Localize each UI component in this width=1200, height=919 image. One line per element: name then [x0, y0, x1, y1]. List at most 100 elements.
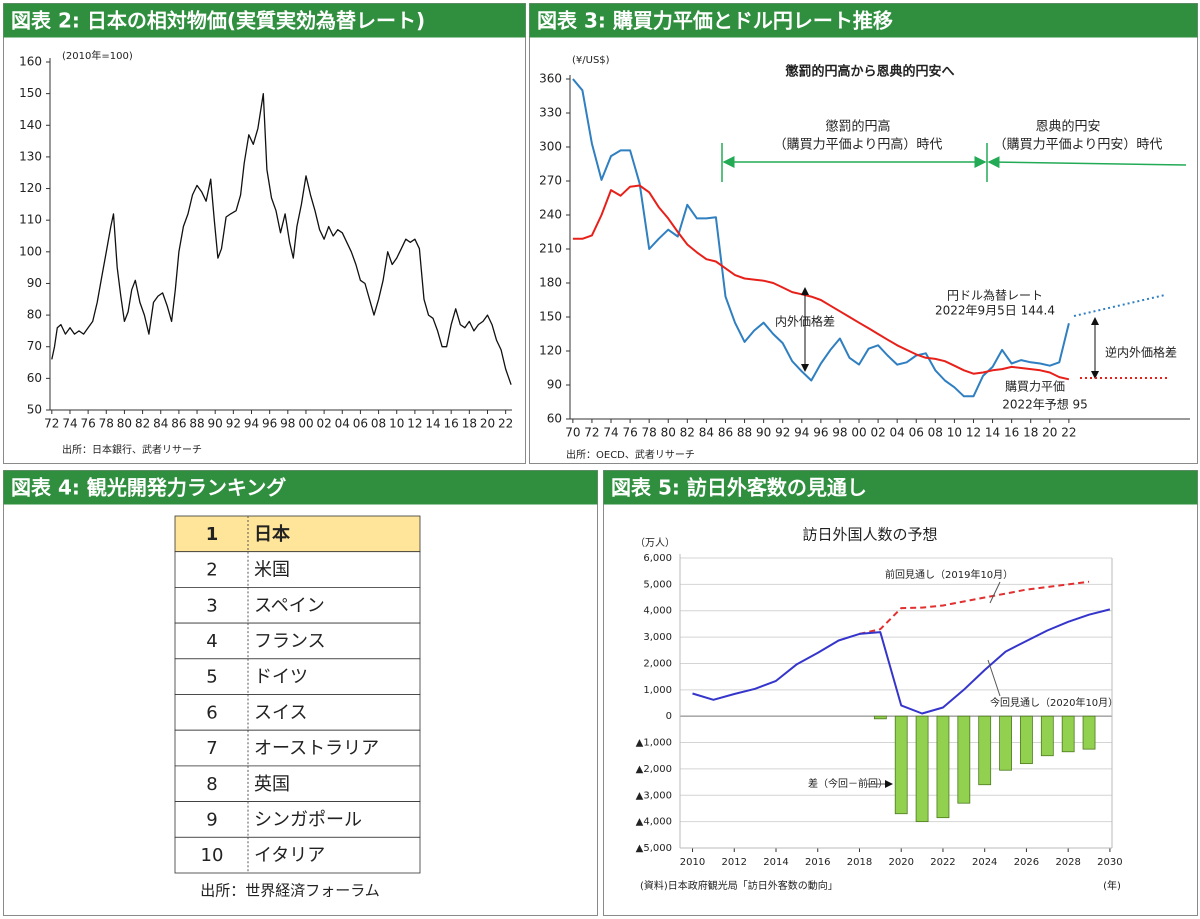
x-tick-label: 84 — [699, 426, 714, 440]
annotation: 懲罰的円高 — [825, 119, 890, 135]
source: 出所：OECD、武者リサーチ — [566, 448, 695, 461]
y-tick-label: 0 — [666, 711, 672, 722]
x-tick-label: 92 — [226, 417, 241, 431]
y-tick-label: 60 — [547, 412, 562, 426]
bar — [978, 715, 992, 786]
x-tick-label: 78 — [99, 417, 114, 431]
table-row — [174, 836, 421, 874]
x-tick-label: 12 — [966, 426, 981, 440]
x-tick-label: 88 — [189, 417, 204, 431]
x-tick-label: 2014 — [763, 857, 788, 868]
series-label: 今回見通し（2020年10月） — [990, 696, 1118, 709]
y-tick-label: 180 — [539, 276, 562, 290]
country-name: オーストラリア — [254, 738, 379, 759]
country-name: 英国 — [254, 774, 290, 795]
bar — [957, 715, 971, 804]
y-tick-label: 6,000 — [643, 553, 672, 564]
x-tick-label: 2028 — [1055, 857, 1080, 868]
panel — [603, 470, 1198, 916]
x-tick-label: 14 — [985, 426, 1000, 440]
x-tick-label: 98 — [280, 417, 295, 431]
annotation: (2010年=100) — [62, 49, 133, 62]
x-tick-label: 08 — [928, 426, 943, 440]
x-tick-label: 96 — [813, 426, 828, 440]
series-line — [572, 184, 1070, 381]
bar — [1040, 715, 1054, 757]
x-tick-label: 74 — [62, 417, 77, 431]
table-row — [174, 587, 421, 624]
rank-number: 4 — [206, 631, 217, 652]
table-row — [174, 622, 421, 660]
y-tick-label: 150 — [19, 86, 42, 100]
panel-heading: 図表 3: 購買力平価とドル円レート推移 — [537, 9, 893, 33]
x-tick-label: 16 — [1004, 426, 1019, 440]
x-tick-label: 02 — [316, 417, 331, 431]
x-tick-label: 2016 — [805, 857, 830, 868]
panel-header — [529, 3, 1198, 38]
table-row — [174, 765, 421, 803]
x-tick-label: 96 — [262, 417, 277, 431]
annotation: 恩典的円安 — [1035, 119, 1100, 135]
x-tick-label: 80 — [117, 417, 132, 431]
x-tick-label: 84 — [153, 417, 168, 431]
y-tick-label: 360 — [539, 72, 562, 86]
x-tick-label: 2022 — [930, 857, 955, 868]
series-label: 前回見通し（2019年10月） — [885, 568, 1013, 581]
series-line — [859, 580, 1090, 635]
bar — [936, 715, 950, 819]
panel — [3, 3, 526, 464]
country-name: 米国 — [254, 560, 290, 581]
bar — [894, 715, 908, 815]
x-tick-label: 12 — [407, 417, 422, 431]
y-tick-label: ▲4,000 — [636, 817, 672, 828]
y-tick-label: 60 — [27, 371, 42, 385]
x-tick-label: 82 — [680, 426, 695, 440]
y-tick-label: 150 — [539, 310, 562, 324]
y-tick-label: 90 — [547, 378, 562, 392]
x-tick-label: 2018 — [847, 857, 872, 868]
y-tick-label: 300 — [539, 140, 562, 154]
x-tick-label: 72 — [44, 417, 59, 431]
x-tick-label: 10 — [389, 417, 404, 431]
rank-number: 3 — [206, 595, 217, 616]
y-tick-label: 2,000 — [643, 658, 672, 669]
annotation: 2022年予想 95 — [1002, 397, 1088, 412]
y-tick-label: 120 — [539, 344, 562, 358]
y-tick-label: 100 — [19, 244, 42, 258]
panel-header — [603, 470, 1198, 505]
y-tick-label: 130 — [19, 149, 42, 163]
y-tick-label: 90 — [27, 276, 42, 290]
y-tick-label: ▲1,000 — [636, 738, 672, 749]
x-tick-label: 20 — [480, 417, 495, 431]
table-row — [174, 694, 421, 731]
y-tick-label: 330 — [539, 106, 562, 120]
x-tick-label: 2026 — [1014, 857, 1039, 868]
y-tick-label: ▲2,000 — [636, 764, 672, 775]
y-tick-label: 160 — [19, 55, 42, 69]
x-tick-label: 88 — [737, 426, 752, 440]
bar — [873, 715, 887, 720]
x-tick-label: 72 — [584, 426, 599, 440]
x-tick-label: 00 — [851, 426, 866, 440]
rank-number: 7 — [206, 738, 217, 759]
leader — [987, 659, 1001, 697]
series-line — [692, 608, 1111, 715]
bar — [1082, 715, 1096, 750]
panel-heading: 図表 4: 観光開発力ランキング — [11, 476, 286, 500]
annotation: 逆内外価格差 — [1105, 345, 1177, 360]
table-row — [174, 515, 421, 553]
rank-number: 10 — [201, 845, 224, 866]
x-tick-label: 90 — [208, 417, 223, 431]
source: 出所：日本銀行、武者リサーチ — [62, 443, 202, 456]
annotation: （購買力平価より円安）時代 — [994, 138, 1163, 153]
era-arrow — [987, 156, 1187, 169]
x-tick-label: 16 — [444, 417, 459, 431]
leader — [989, 581, 1001, 604]
panel-heading: 図表 2: 日本の相対物価(実質実効為替レート) — [11, 9, 425, 33]
x-tick-label: 06 — [909, 426, 924, 440]
country-name: フランス — [254, 631, 326, 652]
rank-number: 5 — [206, 667, 217, 688]
x-tick-label: 2020 — [888, 857, 913, 868]
rank-number: 8 — [206, 774, 217, 795]
